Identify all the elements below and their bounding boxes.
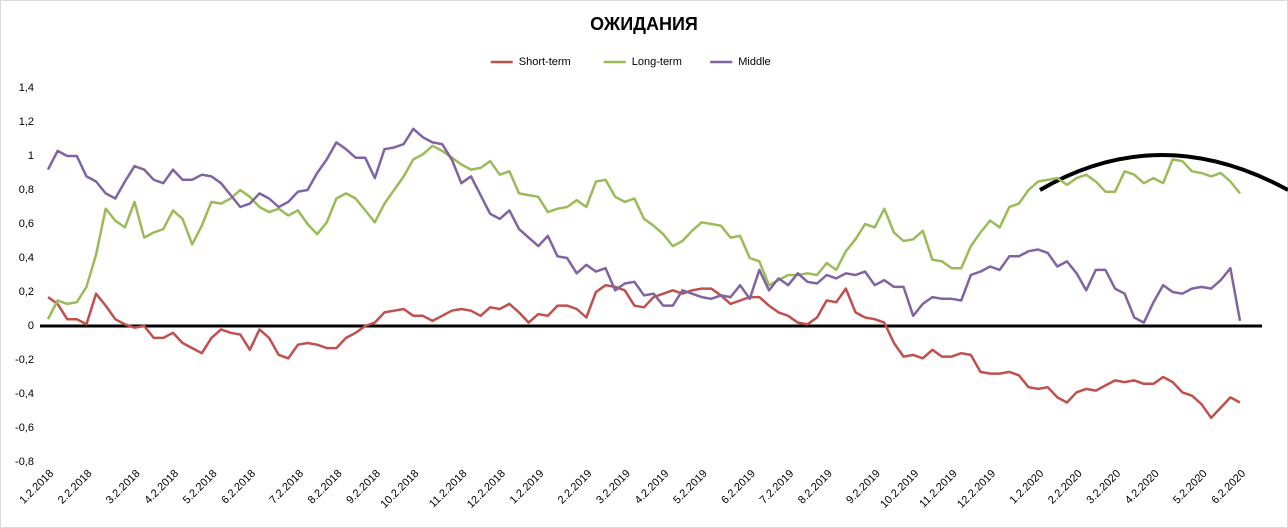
series-line (46, 144, 1241, 320)
y-tick-label: 0 (28, 320, 34, 332)
chart-title: ОЖИДАНИЯ (590, 14, 698, 34)
legend-label: Middle (738, 56, 770, 68)
y-tick-label: 0,6 (19, 218, 34, 230)
y-tick-label: 1,4 (19, 82, 34, 94)
y-tick-label: -0,8 (15, 456, 34, 468)
legend: Short-term Long-term Middle (490, 56, 771, 68)
legend-label: Long-term (632, 56, 682, 68)
series-line (46, 127, 1242, 324)
y-tick-label: 0,4 (19, 252, 34, 264)
y-tick-label: 1,2 (19, 116, 34, 128)
y-tick-label: 1 (28, 150, 34, 162)
y-tick-label: -0,6 (15, 422, 34, 434)
y-tick-label: -0,2 (15, 354, 34, 366)
legend-label: Short-term (519, 56, 571, 68)
y-tick-label: -0,4 (15, 388, 34, 400)
y-tick-label: 0,8 (19, 184, 34, 196)
annotation-arc (1038, 153, 1288, 192)
series-line (47, 283, 1241, 420)
y-tick-label: 0,2 (19, 286, 34, 298)
